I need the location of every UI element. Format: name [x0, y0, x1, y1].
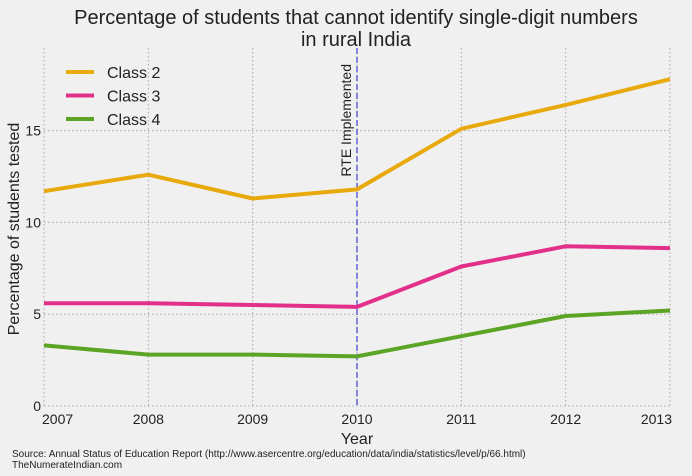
- legend-label: Class 3: [107, 89, 160, 106]
- x-tick-label: 2011: [446, 411, 476, 427]
- x-tick-label: 2009: [237, 411, 268, 427]
- x-axis-label: Year: [341, 431, 374, 448]
- y-tick-label: 10: [25, 214, 41, 230]
- series-line-class-2: [43, 77, 671, 201]
- x-tick-label: 2010: [341, 411, 372, 427]
- tick-labels: 0 5 10 15 2007 2008 2009 2010 2011 2012 2013: [25, 123, 672, 427]
- y-tick-label: 0: [33, 398, 41, 414]
- chart-title-line2: in rural India: [301, 29, 412, 51]
- annotation-layer: RTE Implemented: [338, 48, 358, 406]
- site-credit: TheNumerateIndian.com: [12, 460, 123, 471]
- annotation-label: RTE Implemented: [338, 64, 354, 177]
- series-line-class-4: [43, 308, 671, 359]
- series-layer: [43, 77, 671, 359]
- chart-title-line1: Percentage of students that cannot ident…: [74, 7, 638, 29]
- legend-label: Class 4: [107, 112, 160, 129]
- x-tick-label: 2007: [42, 411, 73, 427]
- source-note: Source: Annual Status of Education Repor…: [12, 449, 526, 460]
- x-tick-label: 2013: [641, 411, 672, 427]
- legend: Class 2 Class 3 Class 4: [66, 65, 160, 129]
- y-axis-label: Percentage of students tested: [6, 123, 23, 336]
- x-tick-label: 2012: [550, 411, 581, 427]
- legend-label: Class 2: [107, 65, 160, 82]
- y-tick-label: 5: [33, 306, 41, 322]
- y-tick-label: 15: [25, 123, 41, 139]
- x-tick-label: 2008: [133, 411, 164, 427]
- series-line-class-3: [44, 244, 671, 309]
